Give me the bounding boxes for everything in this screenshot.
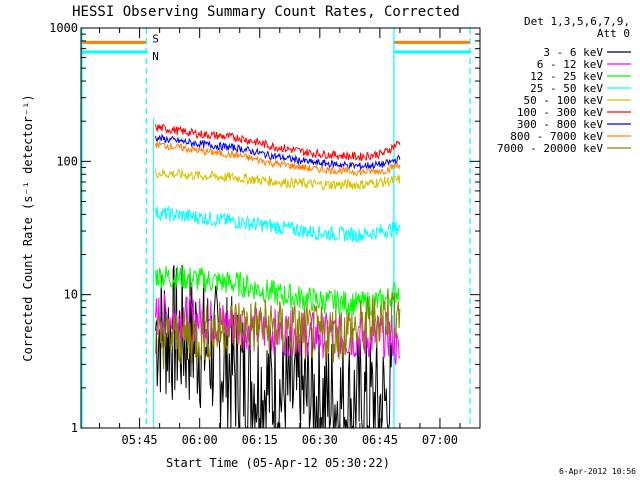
y-axis-label: Corrected Count Rate (s⁻¹ detector⁻¹) [21, 94, 35, 361]
flag-n-label: N [152, 50, 159, 63]
x-tick-label-4: 06:45 [362, 433, 398, 447]
legend-label-800-7000-kev: 800 - 7000 keV [510, 130, 603, 143]
x-tick-label-2: 06:15 [242, 433, 278, 447]
legend-header-line-2: Att 0 [597, 27, 630, 40]
series-line-12-25-kev [155, 265, 401, 317]
series-line-7000-20000-kev [155, 290, 401, 370]
series-line-50-100-kev [155, 167, 401, 192]
y-axis: 1 10 100 1000 [49, 21, 480, 435]
x-tick-label-3: 06:30 [302, 433, 338, 447]
x-tick-label-1: 06:00 [182, 433, 218, 447]
series-line-100-300-kev [155, 124, 401, 162]
legend-label-25-50-kev: 25 - 50 keV [530, 82, 603, 95]
plot-frame [80, 27, 481, 429]
generation-timestamp: 6-Apr-2012 10:56 [559, 467, 636, 476]
series-line-300-800-kev [155, 133, 401, 172]
legend-header-line-1: Det 1,3,5,6,7,9, [524, 15, 630, 28]
legend-label-7000-20000-kev: 7000 - 20000 keV [497, 142, 603, 155]
y-tick-label-0: 1 [71, 421, 78, 435]
legend-label-6-12-kev: 6 - 12 keV [537, 58, 604, 71]
legend-label-300-800-kev: 300 - 800 keV [517, 118, 603, 131]
legend-label-100-300-kev: 100 - 300 keV [517, 106, 603, 119]
y-tick-label-3: 1000 [49, 21, 78, 35]
legend-label-12-25-kev: 12 - 25 keV [530, 70, 603, 83]
y-tick-label-1: 10 [64, 288, 78, 302]
x-tick-label-5: 07:00 [422, 433, 458, 447]
x-tick-label-0: 05:45 [122, 433, 158, 447]
series-line-25-50-kev [155, 205, 401, 243]
flag-s-label: S [152, 32, 159, 45]
legend-label-3-6-kev: 3 - 6 keV [543, 46, 603, 59]
chart-title: HESSI Observing Summary Count Rates, Cor… [72, 4, 460, 20]
y-tick-label-2: 100 [56, 154, 78, 168]
x-axis-label: Start Time (05-Apr-12 05:30:22) [166, 456, 390, 470]
series-line-800-7000-kev [155, 140, 401, 177]
legend-label-50-100-kev: 50 - 100 keV [524, 94, 604, 107]
plot-area: SN [81, 28, 471, 430]
x-axis: 05:45 06:00 06:15 06:30 06:45 07:00 [99, 28, 481, 447]
